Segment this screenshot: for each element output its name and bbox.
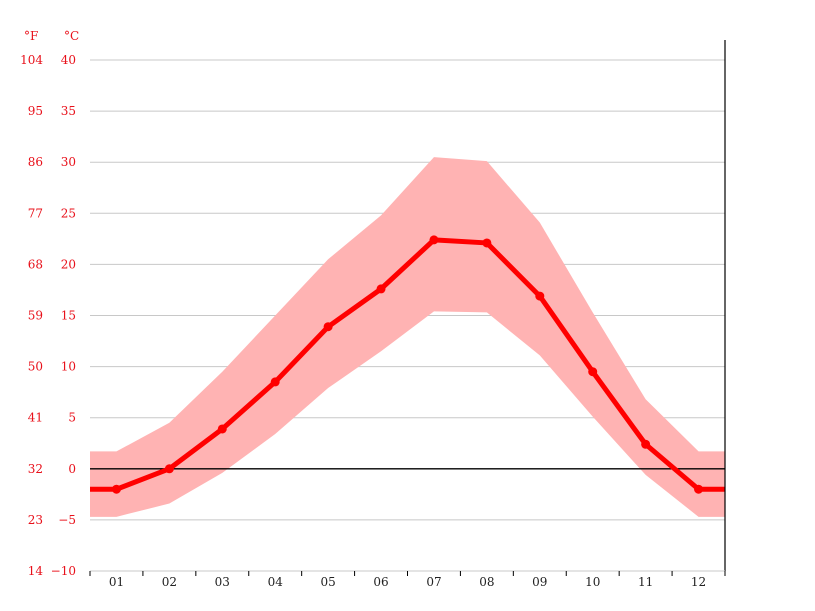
x-tick-label: 03 [215,575,230,589]
y-tick-celsius: 25 [61,206,76,220]
y-tick-celsius: 20 [61,257,76,271]
x-tick-label: 08 [479,575,494,589]
mean-temperature-series [90,235,725,494]
y-tick-fahrenheit: 104 [20,53,43,67]
data-point [376,284,386,294]
data-point [694,484,704,494]
y-tick-celsius: −5 [58,513,76,527]
x-tick-label: 02 [162,575,177,589]
y-tick-fahrenheit: 77 [28,206,43,220]
celsius-unit-label: °C [64,29,79,43]
data-point [111,484,121,494]
y-tick-fahrenheit: 95 [28,104,43,118]
data-point [164,464,174,474]
x-tick-label: 06 [373,575,388,589]
y-tick-celsius: 35 [61,104,76,118]
data-point [217,424,227,434]
y-tick-celsius: 15 [61,309,76,323]
data-point [429,235,439,245]
y-tick-fahrenheit: 68 [28,257,43,271]
data-point [323,322,333,332]
y-tick-celsius: 40 [61,53,76,67]
y-tick-celsius: −10 [51,564,76,578]
axes: 104 40 95 35 86 30 77 25 68 20 59 15 50 10 41 5 32 0 23 −5 1… [20,40,726,589]
x-tick-label: 11 [638,575,653,589]
temperature-range-band [90,157,725,517]
series-line [90,237,725,492]
y-tick-celsius: 30 [61,155,76,169]
y-tick-fahrenheit: 32 [28,462,43,476]
y-tick-celsius: 0 [68,462,76,476]
data-point [535,291,545,301]
x-tick-label: 09 [532,575,547,589]
data-point [482,238,492,248]
range-band-area [90,157,725,517]
x-tick-label: 01 [109,575,124,589]
x-tick-label: 12 [691,575,706,589]
y-tick-fahrenheit: 14 [28,564,44,578]
data-point [270,377,280,387]
x-tick-label: 05 [320,575,335,589]
x-tick-label: 04 [268,575,284,589]
y-tick-celsius: 10 [61,360,76,374]
y-tick-fahrenheit: 50 [28,360,43,374]
y-tick-fahrenheit: 59 [28,309,43,323]
y-tick-celsius: 5 [68,411,76,425]
y-tick-fahrenheit: 23 [28,513,43,527]
data-point [588,367,598,377]
x-tick-label: 07 [426,575,441,589]
y-tick-fahrenheit: 41 [28,411,43,425]
x-tick-label: 10 [585,575,600,589]
fahrenheit-unit-label: °F [24,29,38,43]
y-tick-fahrenheit: 86 [28,155,43,169]
data-point [641,439,651,449]
